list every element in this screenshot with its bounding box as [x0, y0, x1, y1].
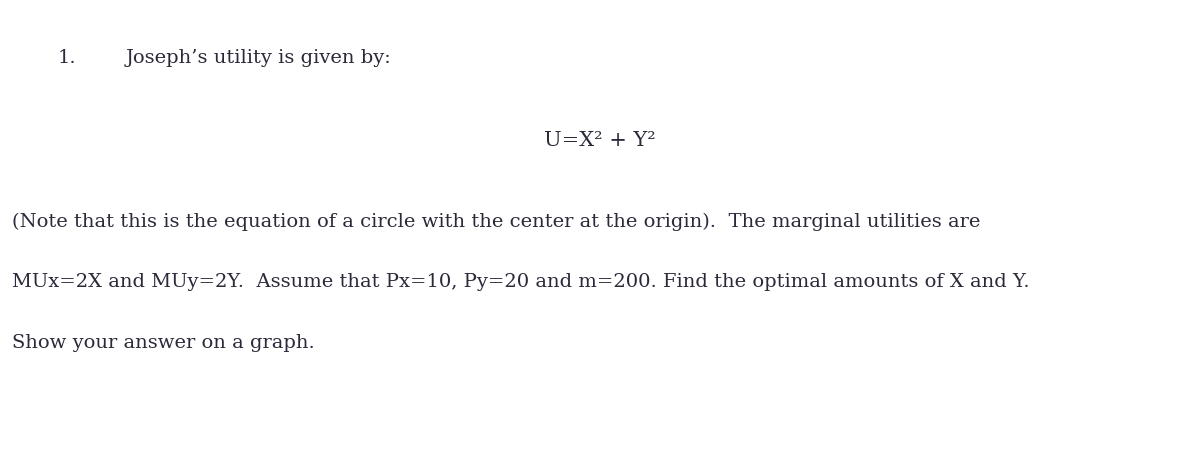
Text: Show your answer on a graph.: Show your answer on a graph. [12, 334, 314, 352]
Text: MUx=2X and MUy=2Y.  Assume that Px=10, Py=20 and m=200. Find the optimal amounts: MUx=2X and MUy=2Y. Assume that Px=10, Py… [12, 273, 1030, 291]
Text: (Note that this is the equation of a circle with the center at the origin).  The: (Note that this is the equation of a cir… [12, 212, 980, 231]
Text: U=X² + Y²: U=X² + Y² [544, 131, 656, 150]
Text: 1.: 1. [58, 49, 77, 67]
Text: Joseph’s utility is given by:: Joseph’s utility is given by: [126, 49, 391, 67]
